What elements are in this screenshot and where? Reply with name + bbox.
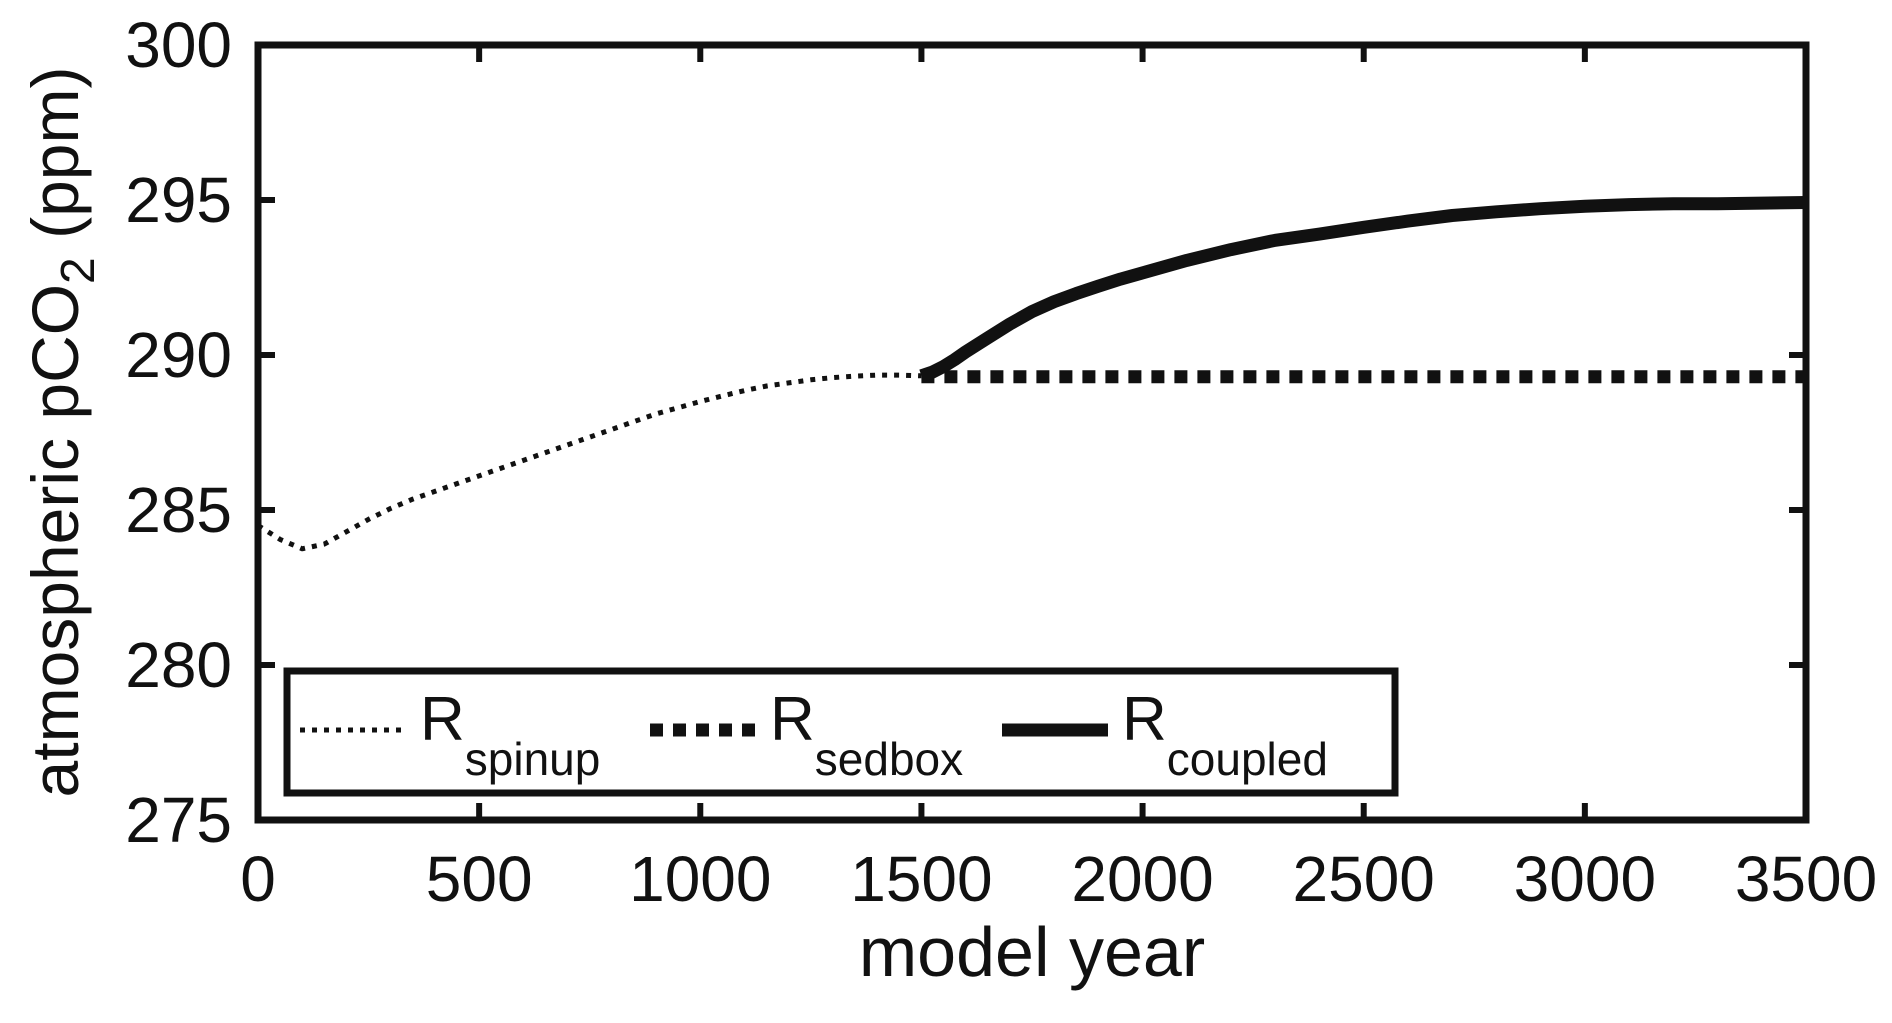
legend-label-spinup: Rspinup: [420, 685, 600, 785]
axis-tick-labels: 0 500 1000 1500 2000 2500 3000 3500 275 280 285 290…: [125, 9, 1877, 915]
x-tick-label: 500: [426, 843, 533, 915]
y-tick-label: 280: [125, 629, 232, 701]
legend-item-coupled: Rcoupled: [1002, 685, 1328, 785]
legend-label-subscript: coupled: [1167, 733, 1328, 785]
legend-label-coupled: Rcoupled: [1122, 685, 1328, 785]
legend-box: [283, 667, 1399, 797]
y-tick-label: 300: [125, 9, 232, 81]
x-tick-label: 0: [240, 843, 276, 915]
y-tick-label: 275: [125, 784, 232, 856]
legend-label-base: R: [770, 685, 815, 754]
legend-item-spinup: Rspinup: [300, 685, 600, 785]
y-tick-label: 285: [125, 474, 232, 546]
y-axis-label-units: (ppm): [18, 67, 92, 258]
series-R_spinup: [256, 372, 922, 552]
data-series: [256, 196, 1807, 552]
x-tick-label: 2000: [1071, 843, 1213, 915]
legend-label-base: R: [420, 685, 465, 754]
legend-item-sedbox: Rsedbox: [650, 685, 963, 785]
x-tick-label: 2500: [1293, 843, 1435, 915]
x-tick-label: 1500: [850, 843, 992, 915]
y-axis-label-subscript: 2: [52, 257, 105, 284]
legend-label-base: R: [1122, 685, 1167, 754]
legend-label-subscript: sedbox: [815, 733, 963, 785]
legend-label-subscript: spinup: [465, 733, 601, 785]
y-tick-label: 295: [125, 164, 232, 236]
y-axis-label: atmospheric pCO2 (ppm): [18, 67, 105, 798]
x-tick-label: 1000: [629, 843, 771, 915]
plot-frame: [254, 41, 1810, 824]
x-axis-label: model year: [859, 913, 1205, 991]
x-tick-label: 3000: [1514, 843, 1656, 915]
x-tick-label: 3500: [1735, 843, 1877, 915]
y-tick-label: 290: [125, 319, 232, 391]
series-R_coupled: [919, 196, 1807, 382]
y-axis-label-main: atmospheric pCO: [18, 284, 92, 798]
legend-label-sedbox: Rsedbox: [770, 685, 963, 785]
legend: Rspinup Rsedbox Rcoupled: [283, 667, 1399, 797]
